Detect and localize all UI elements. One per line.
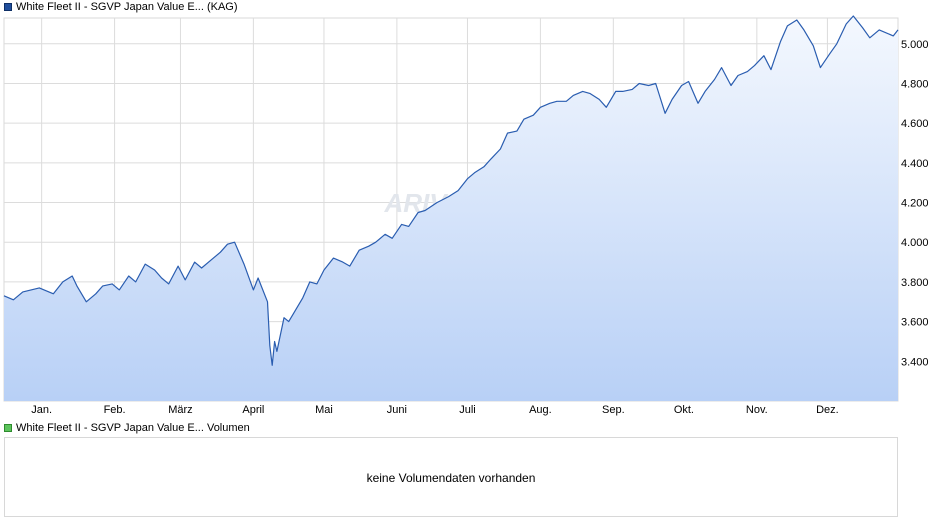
price-chart: ARIVA 3.4003.6003.8004.0004.2004.4004.60…: [3, 15, 929, 416]
y-tick-label: 4.200: [901, 198, 929, 210]
y-tick-label: 3.600: [901, 317, 929, 329]
volume-legend-swatch: [4, 424, 12, 432]
x-tick-label: Nov.: [746, 404, 768, 416]
x-tick-label: Juli: [459, 404, 476, 416]
x-axis-tick-labels: Jan. Feb. März April Mai Juni Juli Aug. Sep. Okt.…: [31, 404, 838, 416]
y-axis-tick-labels: 3.400 3.600 3.800 4.000 4.200 4.400 4.600 4.800…: [901, 39, 929, 369]
x-tick-label: Okt.: [674, 404, 694, 416]
x-tick-label: Feb.: [104, 404, 126, 416]
volume-panel: keine Volumendaten vorhanden: [4, 437, 898, 517]
x-tick-label: März: [168, 404, 192, 416]
y-tick-label: 3.400: [901, 356, 929, 368]
y-tick-label: 4.800: [901, 78, 929, 90]
x-tick-label: Sep.: [602, 404, 625, 416]
x-tick-label: Dez.: [816, 404, 839, 416]
y-tick-label: 4.600: [901, 118, 929, 130]
x-tick-label: Mai: [315, 404, 333, 416]
price-legend-swatch: [4, 3, 12, 11]
y-tick-label: 5.000: [901, 39, 929, 51]
y-tick-label: 4.000: [901, 237, 929, 249]
x-tick-label: Juni: [387, 404, 407, 416]
x-tick-label: Aug.: [529, 404, 552, 416]
price-legend-label: White Fleet II - SGVP Japan Value E... (…: [16, 1, 238, 13]
volume-legend-label: White Fleet II - SGVP Japan Value E... V…: [16, 422, 250, 434]
price-area-fill: [4, 16, 898, 401]
y-tick-label: 4.400: [901, 158, 929, 170]
no-volume-message: keine Volumendaten vorhanden: [366, 471, 536, 485]
price-legend: White Fleet II - SGVP Japan Value E... (…: [4, 0, 238, 14]
price-line: [3, 15, 899, 366]
x-tick-label: April: [242, 404, 264, 416]
volume-legend: White Fleet II - SGVP Japan Value E... V…: [4, 421, 250, 435]
y-tick-label: 3.800: [901, 277, 929, 289]
x-tick-label: Jan.: [31, 404, 52, 416]
